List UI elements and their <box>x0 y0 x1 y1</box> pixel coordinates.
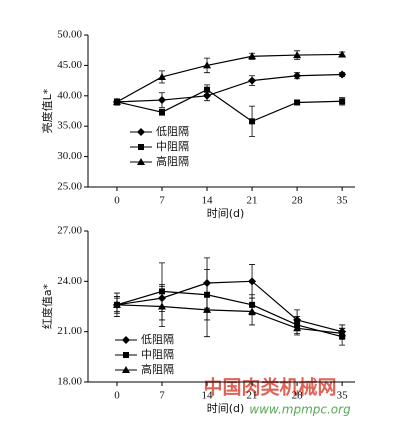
legend-marker <box>137 158 145 165</box>
data-point <box>248 307 257 315</box>
x-tick-label: 21 <box>247 195 258 207</box>
data-point <box>293 71 302 80</box>
data-point <box>248 76 257 85</box>
x-tick-label: 21 <box>247 390 258 402</box>
y-tick-label: 50.00 <box>57 29 82 41</box>
data-point <box>203 61 212 69</box>
x-axis-label: 时间(d) <box>207 402 245 415</box>
data-point <box>293 324 302 332</box>
x-tick-label: 7 <box>159 195 165 207</box>
data-point <box>203 305 212 313</box>
legend-marker <box>138 144 144 150</box>
y-tick-label: 25.00 <box>57 181 82 193</box>
series-line <box>116 73 343 103</box>
legend-marker <box>122 366 130 373</box>
watermark-url: www.mpmpc.org <box>249 403 351 417</box>
legend-label: 低阻隔 <box>156 125 189 138</box>
y-tick-label: 27.00 <box>57 225 82 237</box>
data-point <box>112 97 121 105</box>
y-axis-label: 红度值a* <box>40 283 54 329</box>
data-point <box>157 302 166 310</box>
y-tick-label: 21.00 <box>57 325 82 337</box>
legend-marker <box>122 336 130 344</box>
data-point <box>112 300 121 308</box>
legend-label: 高阻隔 <box>156 154 189 168</box>
x-tick-label: 0 <box>114 390 120 402</box>
x-tick-label: 0 <box>114 195 120 207</box>
data-point <box>338 50 347 58</box>
series-line <box>116 280 343 333</box>
series-line <box>116 304 343 334</box>
data-point <box>158 109 165 116</box>
x-tick-label: 14 <box>202 195 214 207</box>
legend-label: 低阻隔 <box>141 333 174 346</box>
legend-marker <box>137 128 145 136</box>
data-point <box>203 91 212 100</box>
data-point <box>339 98 346 105</box>
data-point <box>338 329 347 337</box>
series-line <box>116 290 343 338</box>
legend-label: 高阻隔 <box>141 362 174 376</box>
data-point <box>248 277 257 286</box>
y-tick-label: 24.00 <box>57 275 82 287</box>
data-point <box>338 70 347 79</box>
legend-marker <box>123 352 129 358</box>
x-tick-label: 35 <box>337 390 349 402</box>
y-tick-label: 45.00 <box>57 59 82 71</box>
data-point <box>293 51 302 59</box>
data-point <box>157 72 166 80</box>
data-point <box>204 86 211 93</box>
watermark-title: 中国肉类机械网 <box>203 376 336 399</box>
x-tick-label: 35 <box>337 195 349 207</box>
data-point <box>157 96 166 105</box>
y-tick-label: 35.00 <box>57 120 82 132</box>
series-line <box>116 53 343 103</box>
x-axis-label: 时间(d) <box>207 207 245 220</box>
x-tick-label: 14 <box>202 390 214 402</box>
y-axis-label: 亮度值L* <box>40 88 54 133</box>
data-point <box>294 99 301 106</box>
y-tick-label: 30.00 <box>57 150 82 162</box>
data-point <box>248 52 257 60</box>
y-tick-label: 40.00 <box>57 89 82 101</box>
data-point <box>249 118 256 125</box>
legend-label: 中阻隔 <box>141 348 174 361</box>
x-tick-label: 28 <box>292 195 304 207</box>
x-tick-label: 28 <box>292 390 304 402</box>
x-tick-label: 7 <box>159 390 165 402</box>
series-line <box>116 89 343 123</box>
legend-label: 中阻隔 <box>156 140 189 153</box>
y-tick-label: 18.00 <box>57 376 82 388</box>
